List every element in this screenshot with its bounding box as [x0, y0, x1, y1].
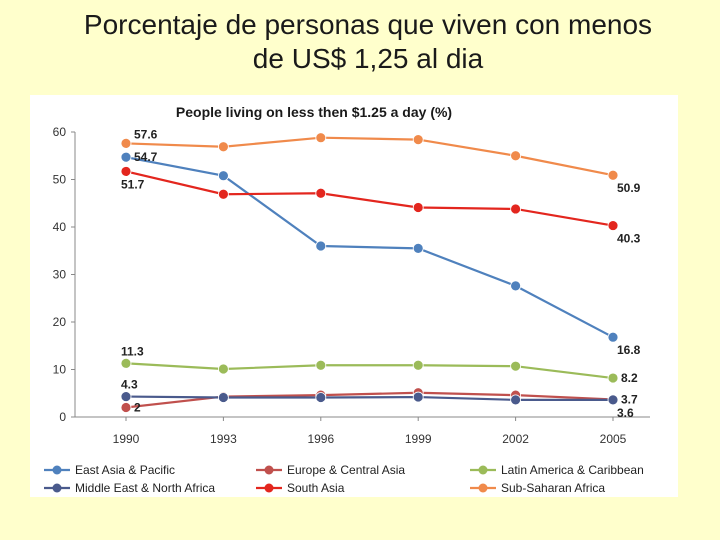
data-label: 16.8 [617, 343, 641, 357]
x-tick-label: 1993 [210, 432, 237, 446]
legend-item: South Asia [256, 481, 345, 495]
legend-point-marker [478, 483, 488, 493]
slide-title: Porcentaje de personas que viven con men… [0, 8, 720, 76]
data-point [412, 391, 424, 403]
data-point [120, 151, 132, 163]
series-line [125, 136, 614, 177]
series-middle-east-north-africa [120, 391, 619, 406]
data-label: 2 [134, 401, 141, 415]
y-tick-label: 40 [53, 220, 67, 234]
slide-title-line-1: Porcentaje de personas que viven con men… [83, 9, 653, 40]
data-point [607, 169, 619, 181]
data-point [120, 138, 132, 149]
legend-point-marker [264, 465, 274, 475]
series-east-asia-pacific [120, 151, 619, 343]
data-point [510, 150, 522, 162]
legend-label: East Asia & Pacific [75, 463, 175, 477]
y-tick-label: 50 [53, 173, 67, 187]
data-point [120, 357, 132, 369]
data-label: 40.3 [617, 232, 641, 246]
x-tick-label: 2002 [502, 432, 529, 446]
data-point [315, 240, 327, 252]
legend-label: Sub-Saharan Africa [501, 481, 605, 495]
data-point [412, 242, 424, 254]
legend-label: Middle East & North Africa [75, 481, 215, 495]
series-line [125, 170, 614, 227]
data-point [217, 363, 229, 375]
data-point [120, 166, 132, 177]
series-line [125, 395, 613, 401]
legend-item: Middle East & North Africa [44, 481, 215, 495]
data-point [510, 394, 522, 406]
legend-point-marker [478, 465, 488, 475]
legend-item: Latin America & Caribbean [470, 463, 644, 477]
legend-item: East Asia & Pacific [44, 463, 175, 477]
legend-label: South Asia [287, 481, 345, 495]
slide-title-line-2: de US$ 1,25 al dia [252, 43, 484, 74]
data-label: 3.6 [617, 406, 634, 420]
data-point [217, 141, 229, 153]
data-point [217, 188, 229, 200]
data-point [412, 134, 424, 145]
y-tick-label: 30 [53, 268, 67, 282]
data-point [607, 220, 619, 231]
data-point [315, 187, 327, 199]
data-point [607, 372, 619, 384]
data-label: 54.7 [134, 150, 158, 164]
data-label: 3.7 [621, 392, 638, 406]
data-point [510, 360, 522, 372]
data-point [217, 392, 229, 403]
line-chart: People living on less then $1.25 a day (… [44, 104, 650, 495]
series-sub-saharan-africa [120, 132, 619, 181]
x-tick-label: 1990 [113, 432, 140, 446]
chart-panel: People living on less then $1.25 a day (… [30, 95, 678, 497]
legend-point-marker [52, 483, 62, 493]
data-point [510, 280, 522, 292]
data-label: 57.6 [134, 127, 158, 141]
series-south-asia [120, 166, 619, 231]
data-point [120, 402, 132, 413]
legend-item: Sub-Saharan Africa [470, 481, 605, 495]
legend-point-marker [264, 483, 274, 493]
legend-label: Europe & Central Asia [287, 463, 405, 477]
chart-title: People living on less then $1.25 a day (… [176, 104, 452, 120]
data-point [607, 394, 619, 406]
data-label: 4.3 [121, 378, 138, 392]
series-latin-america-caribbean [120, 357, 619, 384]
data-label: 51.7 [121, 177, 145, 191]
y-tick-label: 0 [59, 410, 66, 424]
y-tick-label: 20 [53, 315, 67, 329]
data-point [315, 392, 327, 403]
data-point [217, 170, 229, 182]
data-label: 11.3 [121, 344, 144, 358]
data-point [412, 202, 424, 213]
legend-point-marker [52, 465, 62, 475]
data-point [510, 203, 522, 215]
legend-item: Europe & Central Asia [256, 463, 405, 477]
y-tick-label: 10 [53, 363, 67, 377]
y-tick-label: 60 [53, 125, 67, 139]
legend-label: Latin America & Caribbean [501, 463, 644, 477]
data-label: 8.2 [621, 371, 638, 385]
x-tick-label: 2005 [600, 432, 627, 446]
data-point [412, 359, 424, 371]
series-line [125, 362, 614, 380]
data-point [315, 359, 327, 371]
data-point [607, 331, 619, 343]
data-point [120, 391, 132, 402]
data-point [315, 132, 327, 144]
data-label: 50.9 [617, 181, 641, 195]
series-line [125, 156, 614, 339]
x-tick-label: 1999 [405, 432, 432, 446]
x-tick-label: 1996 [307, 432, 334, 446]
